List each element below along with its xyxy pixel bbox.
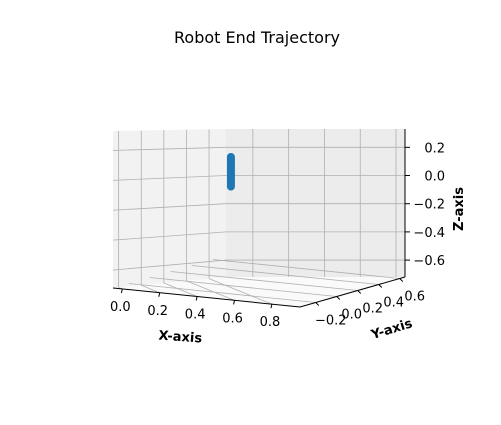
x-tick-mark bbox=[233, 300, 236, 305]
chart-title: Robot End Trajectory bbox=[174, 28, 340, 47]
x-tick-label: 0.2 bbox=[147, 304, 168, 319]
x-gridline bbox=[163, 282, 198, 297]
z-axis-label: Z-axis bbox=[452, 187, 467, 231]
data-point bbox=[226, 182, 235, 191]
y-tick-mark bbox=[336, 296, 341, 300]
y-tick-mark bbox=[357, 290, 362, 294]
z-gridline bbox=[112, 259, 405, 271]
x-axis-line bbox=[112, 287, 301, 308]
floor-pane bbox=[113, 277, 405, 307]
z-gridline bbox=[112, 203, 405, 211]
x-gridline bbox=[141, 284, 160, 294]
y-tick-label: 0.6 bbox=[404, 290, 425, 305]
z-tick-label: 0.0 bbox=[424, 170, 445, 185]
x-tick-mark bbox=[195, 296, 198, 301]
y-tick-label: 0.2 bbox=[362, 302, 383, 317]
y-tick-label: 0.4 bbox=[383, 296, 404, 311]
y-gridline bbox=[191, 265, 379, 285]
x-gridline bbox=[208, 278, 273, 305]
z-tick-label: −0.4 bbox=[413, 226, 445, 241]
z-gridline bbox=[112, 175, 405, 181]
z-gridline bbox=[112, 231, 405, 241]
y-axis-line bbox=[299, 276, 406, 308]
y-gridline bbox=[170, 271, 358, 291]
axis-lines bbox=[112, 129, 406, 308]
x-tick-label: 0.4 bbox=[185, 308, 206, 323]
x-tick-mark bbox=[120, 288, 123, 294]
y-tick-label: 0.0 bbox=[341, 308, 362, 323]
z-tick-label: −0.6 bbox=[413, 254, 445, 269]
y-tick-mark bbox=[378, 284, 383, 288]
x-gridline bbox=[186, 280, 235, 301]
x-axis-label: X-axis bbox=[158, 329, 203, 347]
x-tick-mark bbox=[270, 304, 273, 309]
y-gridline bbox=[128, 283, 316, 303]
y-gridline bbox=[212, 259, 400, 279]
x-tick-mark bbox=[158, 292, 161, 297]
data-points bbox=[226, 153, 235, 191]
y-tick-label: −0.2 bbox=[315, 314, 347, 329]
y-tick-mark bbox=[399, 278, 404, 282]
y-axis-label: Y-axis bbox=[369, 316, 415, 343]
x-tick-label: 0.6 bbox=[222, 311, 243, 326]
x-tick-label: 0.8 bbox=[260, 315, 281, 330]
y-tick-mark bbox=[315, 302, 320, 306]
y-gridline bbox=[149, 277, 337, 297]
z-tick-label: 0.2 bbox=[424, 141, 445, 156]
z-gridline bbox=[112, 146, 405, 151]
x-tick-label: 0.0 bbox=[110, 300, 131, 315]
z-tick-label: −0.2 bbox=[413, 198, 445, 213]
tick-labels: 0.0 0.2 0.4 0.6 0.8 −0.20.0 0.2 0.4 0.60.20.0−0.… bbox=[110, 141, 445, 330]
gridlines bbox=[112, 129, 405, 305]
